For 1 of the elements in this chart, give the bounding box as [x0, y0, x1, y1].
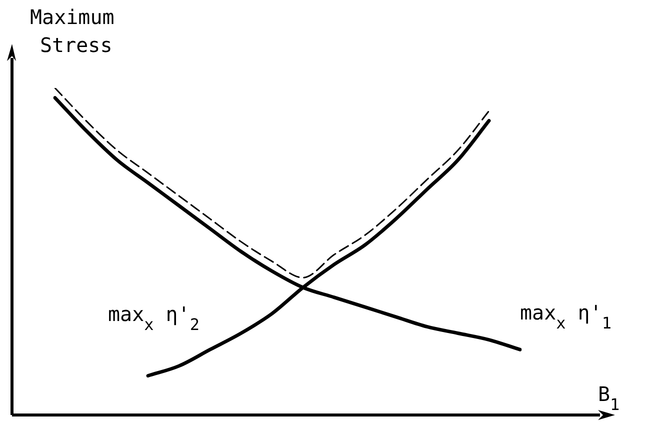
y-axis-title: Maximum Stress: [30, 5, 114, 57]
